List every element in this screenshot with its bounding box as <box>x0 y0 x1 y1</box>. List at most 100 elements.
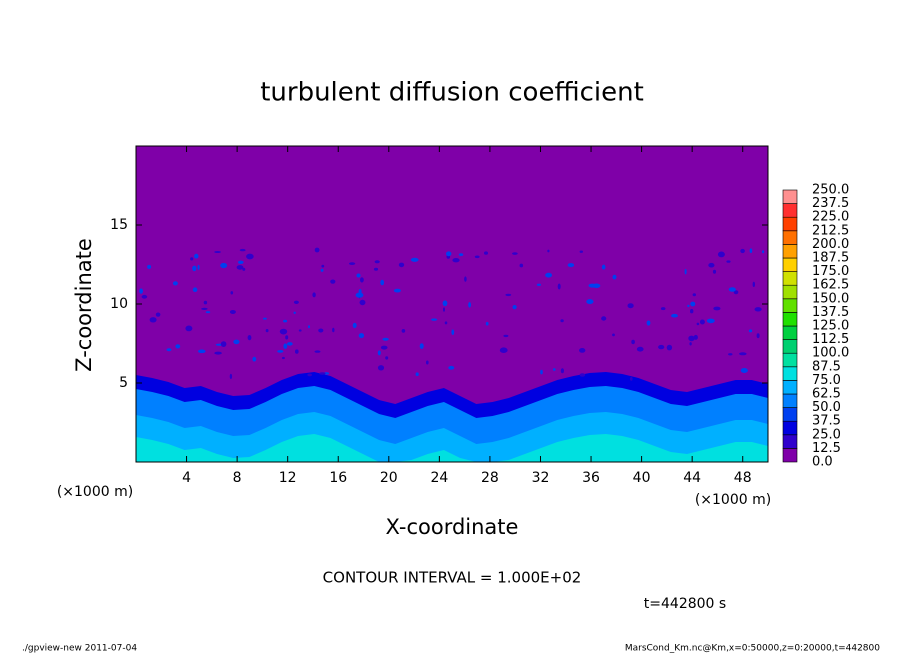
eddy <box>233 339 240 345</box>
eddy <box>141 294 148 299</box>
eddy <box>314 350 321 353</box>
eddy <box>265 329 269 333</box>
colorbar-label: 200.0 <box>812 237 849 252</box>
eddy <box>749 248 753 253</box>
x-axis-label: X-coordinate <box>386 515 519 539</box>
eddy <box>247 335 252 341</box>
eddy <box>505 293 512 297</box>
colorbar-swatch <box>782 448 798 463</box>
colorbar-swatch <box>782 284 798 300</box>
eddy <box>312 292 316 298</box>
eddy <box>601 316 607 321</box>
eddy <box>579 348 586 353</box>
eddy <box>612 333 615 337</box>
y-tick-label: 15 <box>110 217 128 233</box>
colorbar-label: 250.0 <box>812 183 849 198</box>
eddy <box>220 341 227 347</box>
eddy <box>263 317 267 320</box>
eddy <box>503 334 509 338</box>
x-tick-label: 20 <box>380 470 398 486</box>
eddy <box>444 321 448 325</box>
eddy <box>754 307 762 312</box>
colorbar-label: 12.5 <box>812 441 841 456</box>
x-tick-label: 44 <box>683 470 701 486</box>
colorbar-swatch <box>782 203 798 218</box>
x-tick-label: 4 <box>182 470 191 486</box>
eddy <box>242 267 246 271</box>
eddy <box>298 329 302 332</box>
y-axis-label: Z-coordinate <box>72 238 96 372</box>
eddy <box>666 344 673 351</box>
eddy <box>380 279 385 286</box>
eddy <box>540 369 543 375</box>
colorbar-label: 212.5 <box>812 223 849 238</box>
y-unit: (×1000 m) <box>57 484 133 500</box>
eddy <box>560 319 564 323</box>
eddy <box>442 300 448 307</box>
colorbar-swatch <box>782 420 798 436</box>
eddy <box>636 346 644 352</box>
x-unit: (×1000 m) <box>695 492 771 508</box>
colorbar-swatch <box>782 298 798 313</box>
eddy <box>279 328 288 335</box>
colorbar-swatch <box>782 244 798 259</box>
contour-interval: CONTOUR INTERVAL = 1.000E+02 <box>323 569 582 587</box>
eddy <box>238 260 244 264</box>
eddy <box>393 288 401 293</box>
eddy <box>512 305 517 310</box>
eddy <box>601 264 606 270</box>
colorbar-swatch <box>782 230 798 245</box>
eddy <box>283 319 288 323</box>
eddy <box>739 352 747 356</box>
x-tick-label: 24 <box>430 470 448 486</box>
x-tick-label: 8 <box>233 470 242 486</box>
colorbar-label: 37.5 <box>812 414 841 429</box>
eddy <box>355 292 364 298</box>
colorbar-label: 237.5 <box>812 196 849 211</box>
colorbar-swatch <box>782 271 798 286</box>
colorbar-swatch <box>782 407 798 422</box>
eddy <box>319 372 326 375</box>
eddy <box>308 325 310 329</box>
eddy <box>321 264 325 268</box>
eddy <box>277 350 284 353</box>
footer-left: ./gpview-new 2011-07-04 <box>22 644 137 654</box>
eddy <box>690 309 694 314</box>
x-tick-label: 12 <box>279 470 297 486</box>
colorbar-label: 25.0 <box>812 427 841 442</box>
eddy <box>684 269 687 275</box>
eddy <box>192 287 198 293</box>
eddy <box>295 349 299 354</box>
x-tick-label: 40 <box>633 470 651 486</box>
eddy <box>356 273 361 278</box>
eddy <box>380 345 388 350</box>
colorbar-label: 62.5 <box>812 387 841 402</box>
eddy <box>330 279 336 284</box>
eddy <box>740 368 748 373</box>
eddy <box>713 306 721 311</box>
eddy <box>283 343 288 350</box>
eddy <box>320 268 324 272</box>
y-tick-label: 10 <box>110 296 128 312</box>
eddy <box>205 311 211 314</box>
eddy <box>699 319 705 325</box>
x-tick-label: 36 <box>582 470 600 486</box>
eddy <box>377 350 381 356</box>
eddy <box>579 373 586 377</box>
eddy <box>464 276 467 282</box>
eddy <box>519 263 524 268</box>
eddy <box>229 373 233 380</box>
eddy <box>382 337 389 341</box>
colorbar-label: 150.0 <box>812 291 849 306</box>
eddy <box>708 262 715 268</box>
eddy <box>740 248 745 254</box>
turbulent-near-surface <box>136 434 768 462</box>
eddy <box>285 335 289 340</box>
eddy <box>762 250 765 254</box>
colorbar-label: 162.5 <box>812 278 849 293</box>
eddy <box>693 334 698 340</box>
eddy <box>185 325 193 332</box>
eddy <box>360 277 364 283</box>
eddy <box>696 322 700 326</box>
